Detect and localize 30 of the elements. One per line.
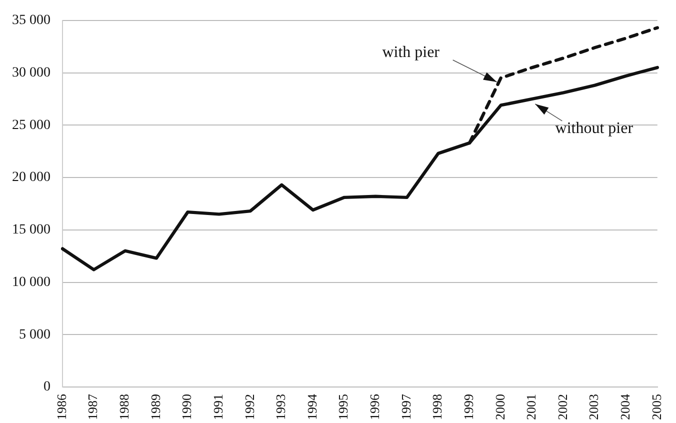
y-tick-label: 30 000 — [12, 65, 50, 80]
x-tick-label: 1989 — [148, 394, 163, 420]
x-tick-label: 2001 — [524, 394, 539, 420]
x-tick-label: 1986 — [54, 394, 69, 420]
y-tick-label: 20 000 — [12, 170, 50, 186]
x-tick-label: 2003 — [586, 394, 602, 420]
x-tick-label: 1988 — [116, 394, 132, 420]
text: with pier — [382, 44, 440, 62]
x-tick-label: 2004 — [618, 394, 633, 420]
x-tick-label: 1998 — [430, 394, 445, 420]
x-tick-label: 2002 — [554, 394, 570, 420]
y-tick-label: 35 000 — [12, 13, 50, 28]
x-tick-label: 1991 — [210, 394, 226, 420]
legend-label: without pier — [555, 120, 634, 138]
y-tick-label: 0 — [44, 380, 50, 395]
y-tick-label: 5 000 — [19, 327, 50, 342]
x-tick-label: 1990 — [179, 394, 194, 420]
x-tick-label: 1994 — [304, 394, 320, 420]
x-tick-label: 1992 — [242, 394, 257, 420]
x-tick-label: 1987 — [85, 394, 100, 420]
x-tick-label: 1995 — [336, 394, 351, 420]
y-tick-label: 15 000 — [12, 222, 50, 238]
x-tick-label: 2005 — [648, 394, 664, 420]
x-tick-label: 1999 — [460, 394, 476, 420]
x-tick-label: 1993 — [273, 394, 288, 420]
y-tick-label: 10 000 — [12, 274, 50, 290]
x-tick-label: 2000 — [492, 394, 508, 420]
y-tick-label: 25 000 — [12, 118, 50, 133]
x-tick-label: 1997 — [398, 394, 414, 420]
x-tick-label: 1996 — [367, 394, 382, 420]
